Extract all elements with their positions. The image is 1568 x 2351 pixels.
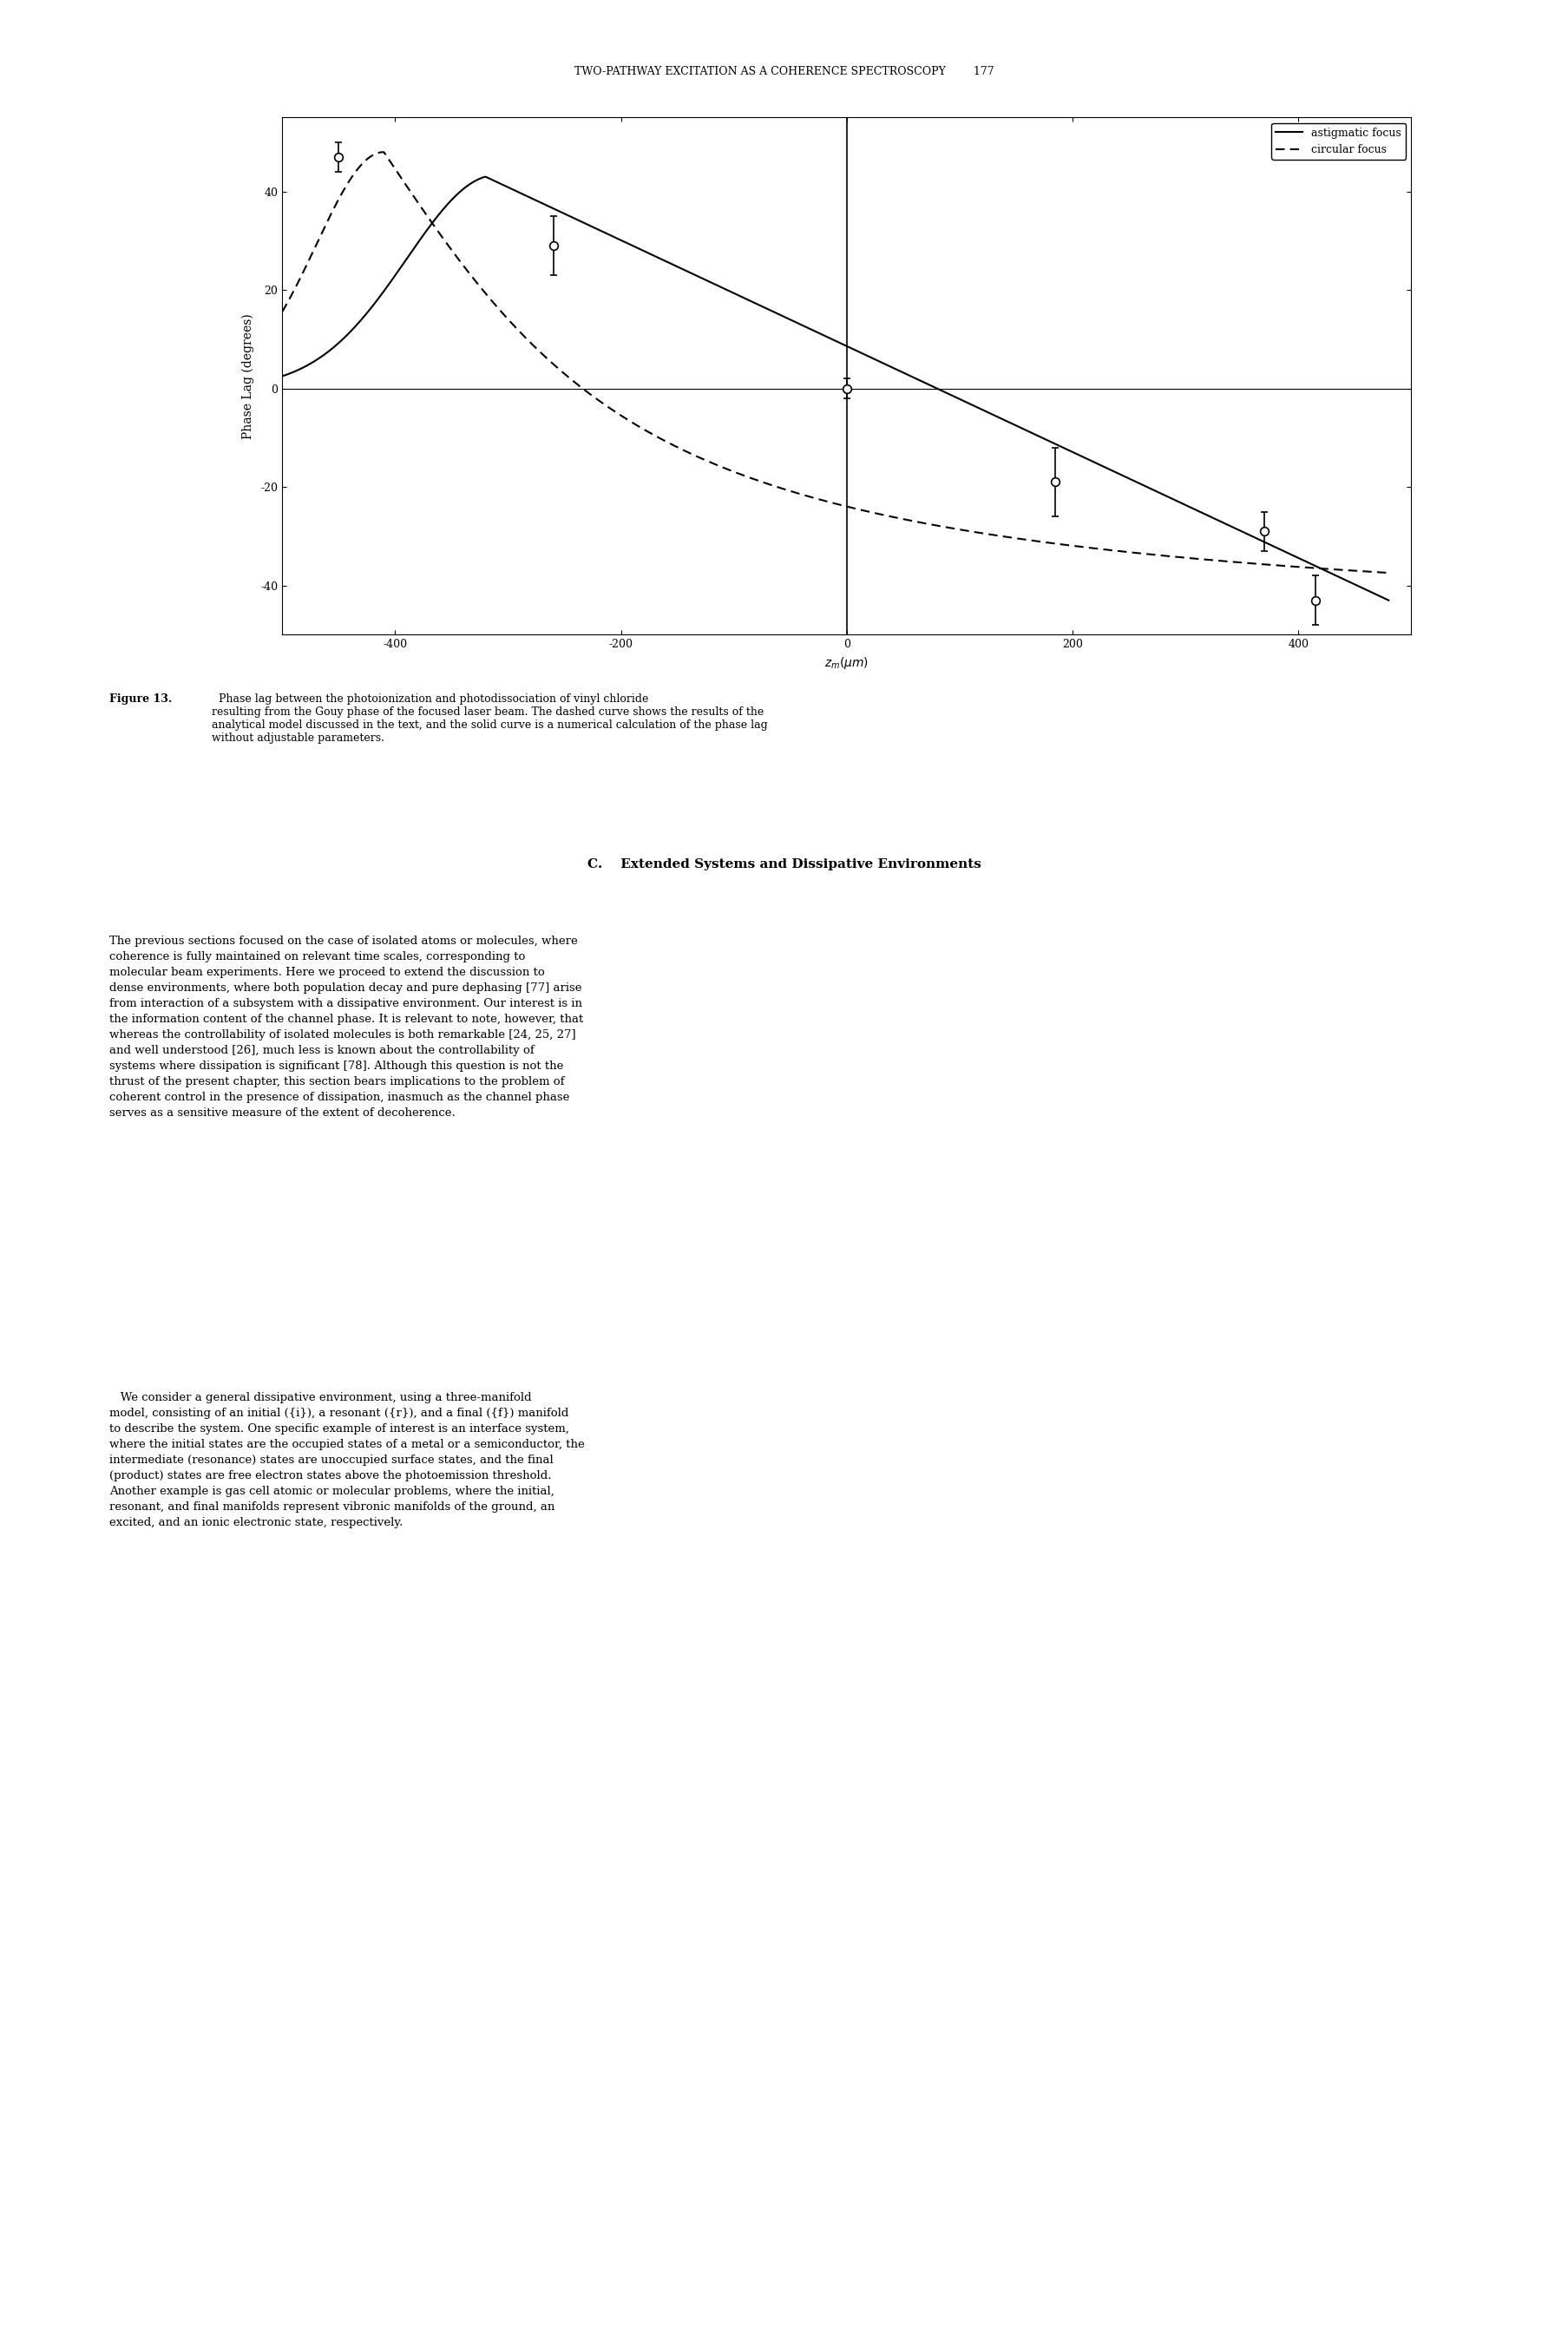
X-axis label: $z_m(\mu m)$: $z_m(\mu m)$ xyxy=(825,656,869,670)
Text: TWO-PATHWAY EXCITATION AS A COHERENCE SPECTROSCOPY        177: TWO-PATHWAY EXCITATION AS A COHERENCE SP… xyxy=(574,66,994,78)
Y-axis label: Phase Lag (degrees): Phase Lag (degrees) xyxy=(241,313,254,440)
Text: Figure 13.: Figure 13. xyxy=(110,694,172,705)
Legend: astigmatic focus, circular focus: astigmatic focus, circular focus xyxy=(1272,122,1406,160)
Text: C.    Extended Systems and Dissipative Environments: C. Extended Systems and Dissipative Envi… xyxy=(586,858,982,870)
Text: We consider a general dissipative environment, using a three-manifold
model, con: We consider a general dissipative enviro… xyxy=(110,1392,585,1528)
Text: The previous sections focused on the case of isolated atoms or molecules, where
: The previous sections focused on the cas… xyxy=(110,936,583,1119)
Text: Phase lag between the photoionization and photodissociation of vinyl chloride
re: Phase lag between the photoionization an… xyxy=(212,694,768,743)
